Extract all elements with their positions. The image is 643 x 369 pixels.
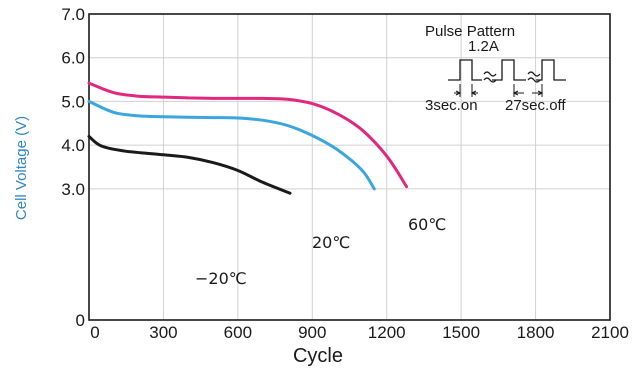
series-label-60: 60℃ (408, 215, 446, 234)
y-tick-label-3: 5.0 (61, 92, 85, 111)
x-tick-label-4: 1200 (368, 323, 406, 342)
x-tick-label-7: 2100 (591, 323, 629, 342)
x-tick-label-5: 1500 (442, 323, 480, 342)
y-tick-label-1: 3.0 (61, 180, 85, 199)
series-lines (87, 81, 409, 195)
x-tick-label-1: 300 (149, 323, 177, 342)
on-duration-arrow (454, 84, 478, 97)
y-tick-label-2: 4.0 (61, 136, 85, 155)
x-tick-label-2: 600 (224, 323, 252, 342)
y-tick-label-4: 6.0 (61, 49, 85, 68)
break-marks (483, 71, 541, 83)
y-tick-label-0: 0 (76, 311, 85, 330)
inset-current: 1.2A (468, 38, 499, 55)
inset-off-label: 27sec.off (505, 97, 566, 114)
x-tick-labels: 0 300 600 900 1200 1500 1800 2100 (90, 323, 629, 342)
x-tick-label-3: 900 (298, 323, 326, 342)
y-tick-labels: 0 3.0 4.0 5.0 6.0 7.0 (61, 5, 85, 330)
x-axis-title: Cycle (293, 345, 343, 367)
series-line-1 (87, 99, 376, 191)
x-tick-label-6: 1800 (517, 323, 555, 342)
series-label-20: 20℃ (312, 233, 350, 252)
series-label-minus20: −20℃ (195, 269, 247, 288)
y-tick-label-5: 7.0 (61, 5, 85, 24)
plot-frame (88, 13, 611, 321)
x-tick-label-0: 0 (90, 323, 99, 342)
series-line-0 (87, 81, 409, 189)
inset-title: Pulse Pattern (425, 23, 515, 40)
pulse-waveform (448, 59, 566, 81)
series-line-2 (87, 134, 292, 195)
pulse-pattern-inset: Pulse Pattern 1.2A 3sec.on 27sec.off (425, 23, 566, 114)
inset-on-label: 3sec.on (425, 97, 478, 114)
off-duration-arrow (512, 84, 544, 97)
grid-lines (88, 13, 611, 321)
y-axis-title: Cell Voltage (V) (13, 116, 30, 220)
